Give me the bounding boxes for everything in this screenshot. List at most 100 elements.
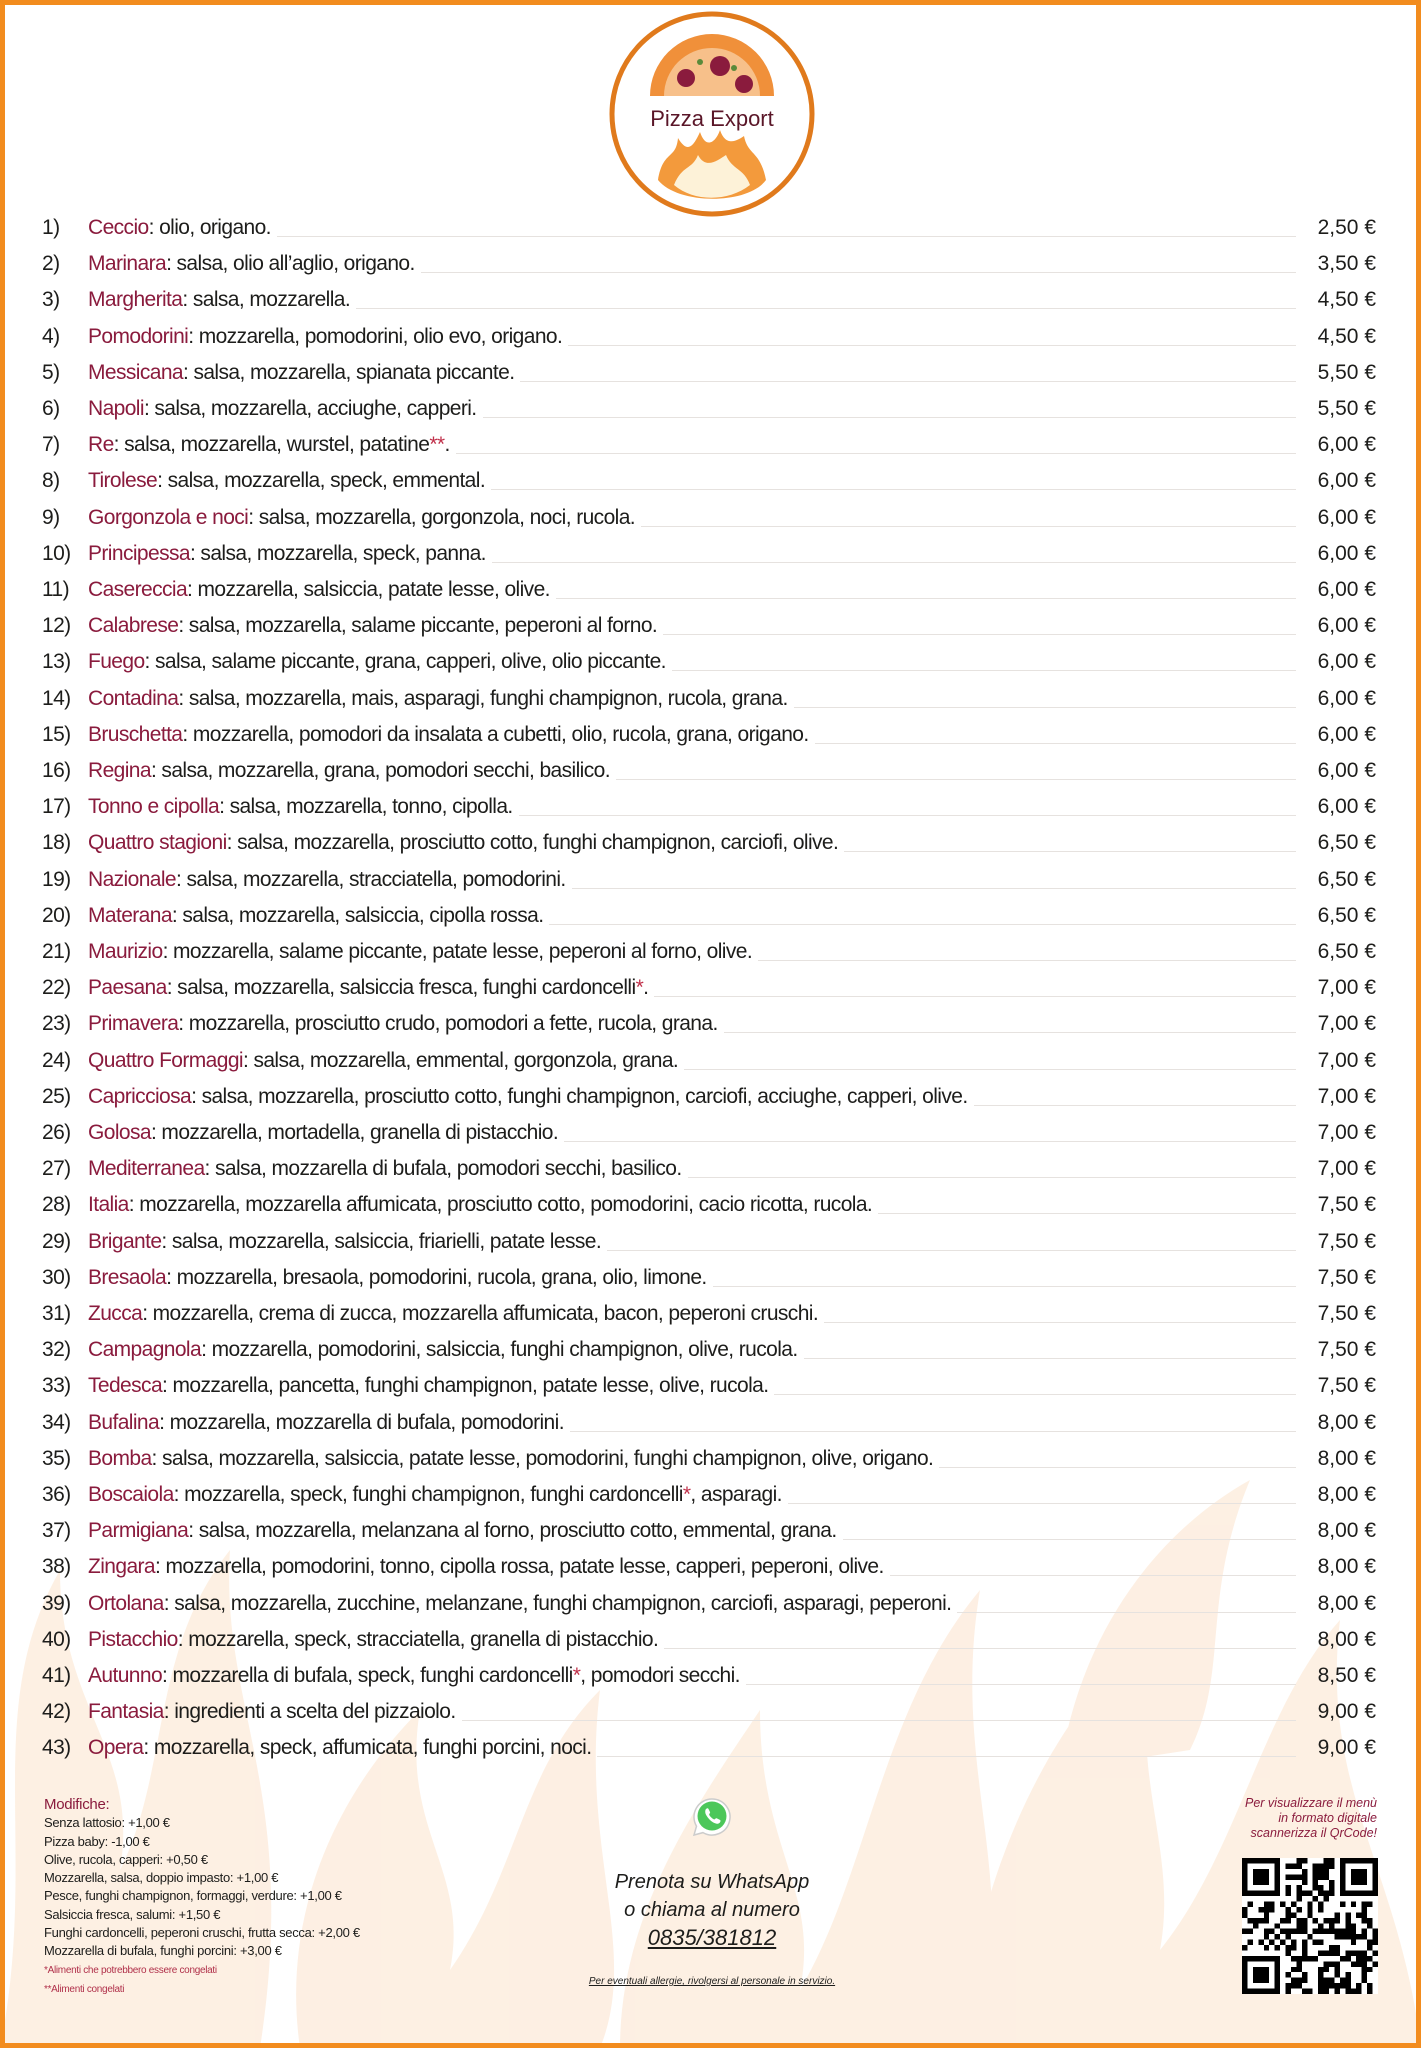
pizza-name: Gorgonzola e noci [88, 505, 249, 529]
qr-code[interactable] [1242, 1858, 1378, 1994]
pizza-name: Pomodorini [88, 324, 189, 348]
pizza-ingredients: : salsa, mozzarella, salame piccante, pe… [178, 614, 658, 638]
item-number: 15) [42, 722, 71, 746]
row-divider [663, 634, 1296, 636]
item-number: 3) [42, 288, 60, 312]
menu-item: 31) Zucca: mozzarella, crema di zucca, mo… [42, 1290, 1376, 1326]
pizza-ingredients: : mozzarella, mozzarella affumicata, pro… [128, 1193, 873, 1217]
asterisk-mark: * [635, 976, 644, 1000]
item-number: 34) [42, 1410, 71, 1434]
item-price: 8,00 € [1317, 1446, 1376, 1470]
menu-item: 13) Fuego: salsa, salame piccante, grana,… [42, 638, 1376, 674]
pizza-ingredients: : salsa, mozzarella, prosciutto cotto, f… [226, 831, 839, 855]
modifier-item: Funghi cardoncelli, peperoni cruschi, fr… [44, 1925, 360, 1941]
modifier-item: Pesce, funghi champignon, formaggi, verd… [44, 1888, 342, 1904]
pizza-name: Contadina [88, 686, 179, 710]
pizza-name: Regina [88, 759, 152, 782]
pizza-ingredients: : mozzarella, speck, stracciatella, gran… [177, 1627, 659, 1651]
row-divider [712, 1285, 1296, 1287]
item-price: 8,00 € [1317, 1483, 1376, 1506]
menu-item: 19) Nazionale: salsa, mozzarella, stracci… [42, 856, 1376, 892]
frozen-note: **Alimenti congelati [44, 1983, 125, 1995]
row-divider [803, 1358, 1296, 1360]
row-divider [844, 851, 1296, 853]
row-divider [654, 996, 1296, 998]
item-number: 16) [42, 759, 71, 782]
menu-item: 42) Fantasia: ingredienti a scelta del pi… [42, 1688, 1376, 1724]
qr-caption-line: scannerizza il QrCode! [1250, 1826, 1377, 1840]
item-number: 12) [42, 614, 71, 638]
item-number: 4) [42, 324, 60, 348]
item-number: 33) [42, 1374, 71, 1398]
item-price: 7,00 € [1317, 1121, 1376, 1144]
menu-item: 17) Tonno e cipolla: salsa, mozzarella, t… [42, 783, 1376, 819]
pizza-name: Bufalina [88, 1410, 160, 1434]
pizza-ingredients: : salsa, olio all’aglio, origano. [166, 252, 415, 276]
pizza-ingredients: : salsa, mozzarella di bufala, pomodori … [204, 1157, 683, 1181]
menu-item: 33) Tedesca: mozzarella, pancetta, funghi… [42, 1362, 1376, 1398]
item-price: 3,50 € [1317, 252, 1376, 276]
pizza-ingredients: : salsa, mozzarella, zucchine, melanzane… [163, 1591, 952, 1615]
item-number: 23) [42, 1012, 71, 1036]
item-number: 26) [42, 1121, 71, 1144]
item-number: 35) [42, 1446, 71, 1470]
phone-number-link[interactable]: 0835/381812 [647, 1925, 777, 1950]
row-divider [787, 1503, 1296, 1504]
item-price: 5,50 € [1317, 397, 1376, 420]
pizza-name: Napoli [88, 397, 145, 420]
item-price: 7,00 € [1317, 1157, 1376, 1181]
pizza-name: Tedesca [88, 1374, 163, 1398]
menu-item: 37) Parmigiana: salsa, mozzarella, melanz… [42, 1507, 1376, 1543]
menu-item: 15) Bruschetta: mozzarella, pomodori da i… [42, 711, 1376, 747]
asterisk-mark: * [572, 1664, 581, 1687]
menu-item: 18) Quattro stagioni: salsa, mozzarella, … [42, 819, 1376, 855]
item-price: 7,50 € [1317, 1374, 1376, 1398]
item-number: 20) [42, 903, 71, 927]
item-number: 32) [42, 1338, 71, 1362]
pizza-name: Bomba [88, 1446, 152, 1470]
item-number: 22) [42, 976, 71, 1000]
row-divider [571, 887, 1296, 889]
item-number: 37) [42, 1519, 71, 1543]
row-divider [824, 1322, 1296, 1323]
row-divider [842, 1539, 1296, 1541]
pizza-name: Casereccia [88, 578, 188, 601]
row-divider [568, 344, 1296, 346]
whatsapp-icon[interactable] [690, 1795, 734, 1839]
item-price: 7,50 € [1317, 1193, 1376, 1217]
item-price: 6,50 € [1317, 831, 1376, 855]
item-number: 2) [42, 252, 60, 276]
row-divider [564, 1141, 1296, 1142]
pizza-ingredients: : mozzarella, pomodori da insalata a cub… [182, 722, 809, 746]
item-price: 6,00 € [1317, 614, 1376, 638]
item-price: 8,00 € [1317, 1410, 1376, 1434]
qr-caption: Per visualizzare il menù in formato digi… [1245, 1796, 1377, 1841]
menu-item: 22) Paesana: salsa, mozzarella, salsiccia… [42, 964, 1376, 1000]
row-divider [520, 380, 1296, 382]
item-number: 13) [42, 650, 71, 674]
modifiers-section: Modifiche: Senza lattosio: +1,00 € Pizza… [44, 1796, 360, 1999]
item-number: 41) [42, 1664, 71, 1687]
pizza-ingredients: : mozzarella, salame piccante, patate le… [162, 940, 753, 963]
item-price: 6,50 € [1317, 940, 1376, 963]
item-number: 30) [42, 1265, 71, 1289]
menu-item: 39) Ortolana: salsa, mozzarella, zucchine… [42, 1580, 1376, 1616]
item-price: 8,00 € [1317, 1627, 1376, 1651]
modifier-item: Olive, rucola, capperi: +0,50 € [44, 1851, 208, 1867]
menu-item: 14) Contadina: salsa, mozzarella, mais, a… [42, 675, 1376, 711]
item-price: 7,00 € [1317, 976, 1376, 1000]
row-divider [549, 923, 1296, 925]
row-divider [555, 598, 1296, 599]
menu-item: 25) Capricciosa: salsa, mozzarella, prosc… [42, 1073, 1376, 1109]
pizza-ingredients: : ingredienti a scelta del pizzaiolo. [163, 1700, 456, 1724]
item-price: 6,00 € [1317, 578, 1376, 601]
menu-item: 24) Quattro Formaggi: salsa, mozzarella, … [42, 1037, 1376, 1073]
menu-item: 7) Re: salsa, mozzarella, wurstel, patati… [42, 421, 1376, 457]
item-price: 6,00 € [1317, 469, 1376, 493]
row-divider [745, 1684, 1296, 1685]
pizza-ingredients: : salsa, mozzarella, tonno, cipolla. [219, 795, 513, 819]
menu-item: 12) Calabrese: salsa, mozzarella, salame … [42, 602, 1376, 638]
modifier-item: Mozzarella di bufala, funghi porcini: +3… [44, 1943, 282, 1959]
pizza-ingredients: : mozzarella, speck, funghi champignon, … [173, 1483, 783, 1506]
item-number: 29) [42, 1229, 71, 1253]
